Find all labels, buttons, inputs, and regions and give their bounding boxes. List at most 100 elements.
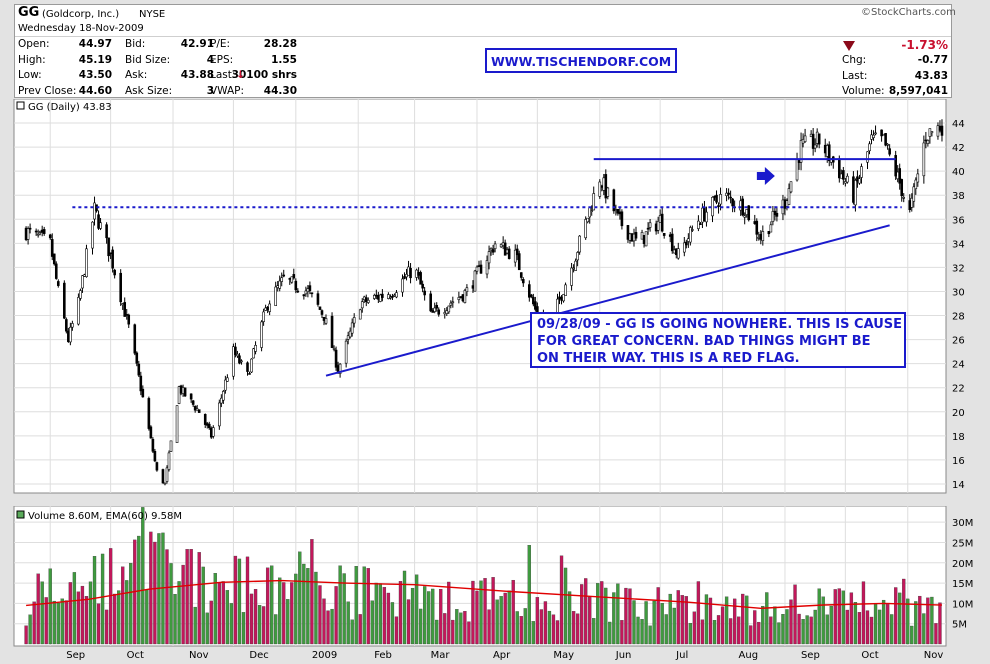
volume-bar: [567, 591, 572, 645]
candle-body: [761, 231, 765, 241]
candle-body: [429, 293, 432, 312]
stat-label: EPS:: [210, 53, 234, 66]
candle-body: [282, 274, 286, 277]
candle-body: [902, 197, 906, 199]
price-candle: [493, 240, 497, 253]
volume-bar: [100, 553, 105, 645]
candle-body: [63, 282, 66, 319]
candle-body: [423, 290, 426, 296]
candle-body: [463, 290, 467, 303]
price-candle: [868, 141, 871, 155]
candle-body: [316, 293, 320, 305]
candle-body: [28, 227, 32, 230]
volume-bar: [326, 610, 330, 645]
candle-body: [320, 310, 324, 315]
candle-body: [771, 211, 775, 222]
volume-bar: [559, 555, 564, 645]
price-candle: [884, 133, 887, 147]
price-tick-label: 34: [952, 239, 965, 250]
candle-body: [747, 205, 751, 221]
candle-body: [238, 355, 241, 364]
stat-value: 43.83: [914, 69, 948, 82]
candle-body: [743, 215, 747, 218]
candle-body: [344, 340, 348, 364]
price-candle: [429, 290, 432, 313]
price-candle: [773, 206, 777, 221]
candle-body: [797, 160, 801, 163]
candle-body: [451, 301, 455, 304]
volume-bar: [503, 592, 507, 645]
candle-body: [648, 222, 652, 228]
price-candle: [81, 275, 84, 293]
volume-bar: [56, 602, 60, 645]
volume-bar: [749, 625, 753, 645]
candle-body: [912, 186, 916, 202]
volume-bar: [32, 601, 36, 645]
price-candle: [590, 205, 594, 216]
price-candle: [747, 205, 751, 222]
price-candle: [71, 320, 74, 331]
volume-bar: [624, 587, 628, 645]
candle-body: [381, 293, 384, 298]
candle-body: [517, 253, 521, 271]
price-candle: [250, 358, 253, 374]
volume-bar: [640, 619, 644, 645]
price-candle: [646, 222, 650, 235]
price-candle: [437, 307, 441, 317]
candle-body: [346, 335, 350, 340]
stat-label: Bid Size:: [125, 53, 171, 66]
price-candle: [916, 168, 920, 187]
volume-bar: [72, 572, 77, 645]
candle-body: [739, 200, 742, 211]
stat-value: 1.55: [271, 53, 297, 66]
volume-bar: [306, 568, 310, 645]
candle-body: [56, 281, 60, 286]
candle-body: [513, 249, 517, 263]
price-candle: [401, 274, 404, 297]
volume-bar: [600, 581, 604, 645]
candle-body: [459, 296, 463, 298]
candle-body: [207, 423, 211, 429]
price-candle: [910, 193, 914, 212]
price-candle: [254, 341, 257, 355]
volume-bar: [563, 567, 568, 645]
volume-bar: [813, 609, 817, 645]
volume-bar: [28, 614, 32, 645]
candle-body: [153, 451, 157, 462]
candle-body: [407, 266, 410, 277]
price-candle: [449, 300, 453, 309]
price-tick-label: 36: [952, 215, 965, 226]
candle-body: [377, 294, 380, 300]
price-candle: [447, 305, 451, 314]
website-label[interactable]: WWW.TISCHENDORF.COM: [491, 54, 672, 69]
stockcharts-watermark[interactable]: ©StockCharts.com: [861, 7, 956, 18]
candle-body: [827, 144, 831, 162]
volume-bar: [837, 588, 841, 645]
price-candle: [789, 181, 793, 194]
candle-body: [815, 131, 819, 144]
ema-line: [26, 579, 943, 610]
price-candle: [421, 280, 424, 293]
candle-body: [888, 148, 891, 155]
candle-body: [147, 398, 151, 429]
price-candle: [451, 296, 455, 308]
candle-body: [753, 221, 757, 224]
candle-body: [324, 318, 328, 324]
candle-body: [310, 292, 314, 295]
price-candle: [151, 437, 155, 454]
volume-bar: [523, 608, 527, 645]
candle-body: [844, 181, 847, 184]
candle-body: [701, 207, 704, 223]
candle-body: [487, 251, 491, 264]
price-candle: [34, 228, 38, 236]
volume-bar: [451, 619, 455, 645]
candle-body: [570, 267, 573, 286]
candle-body: [254, 344, 257, 352]
volume-bar: [531, 621, 535, 645]
volume-bar: [153, 541, 157, 645]
price-candle: [292, 268, 296, 280]
price-candle: [149, 425, 153, 439]
volume-bar: [278, 577, 282, 645]
volume-bar: [519, 616, 523, 645]
candle-body: [220, 397, 223, 404]
